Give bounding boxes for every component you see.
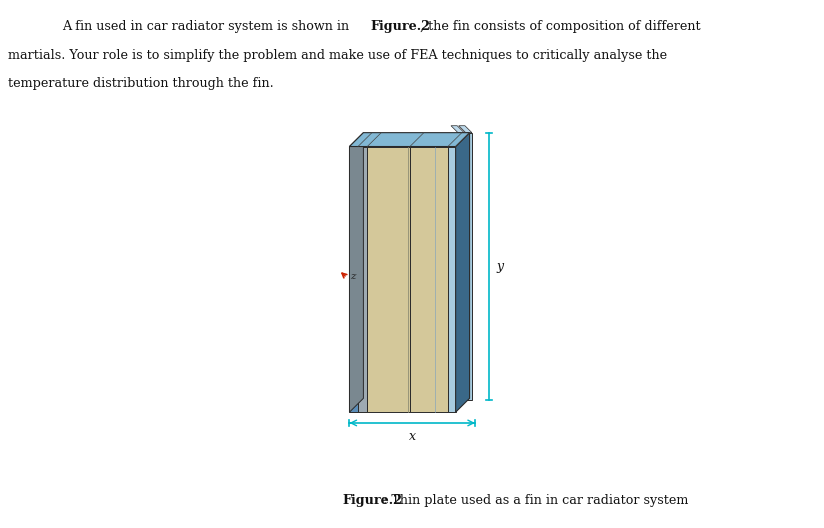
- Polygon shape: [349, 133, 470, 146]
- Polygon shape: [349, 146, 358, 412]
- Polygon shape: [456, 133, 470, 412]
- Text: martials. Your role is to simplify the problem and make use of FEA techniques to: martials. Your role is to simplify the p…: [8, 49, 667, 62]
- Text: y: y: [497, 260, 503, 273]
- Polygon shape: [410, 146, 448, 412]
- Polygon shape: [358, 146, 368, 412]
- Text: A fin used in car radiator system is shown in: A fin used in car radiator system is sho…: [62, 20, 353, 33]
- Text: z: z: [350, 272, 356, 281]
- Text: Figure.2: Figure.2: [342, 494, 402, 507]
- Polygon shape: [368, 146, 410, 412]
- Polygon shape: [448, 146, 456, 412]
- Polygon shape: [466, 133, 472, 400]
- Polygon shape: [459, 126, 472, 133]
- Text: Figure.2: Figure.2: [370, 20, 430, 33]
- Polygon shape: [349, 133, 363, 412]
- Text: temperature distribution through the fin.: temperature distribution through the fin…: [8, 77, 274, 90]
- Polygon shape: [458, 133, 464, 400]
- Text: : Thin plate used as a fin in car radiator system: : Thin plate used as a fin in car radiat…: [383, 494, 689, 507]
- Text: x: x: [409, 430, 416, 443]
- Polygon shape: [451, 126, 464, 133]
- Text: , the fin consists of composition of different: , the fin consists of composition of dif…: [420, 20, 701, 33]
